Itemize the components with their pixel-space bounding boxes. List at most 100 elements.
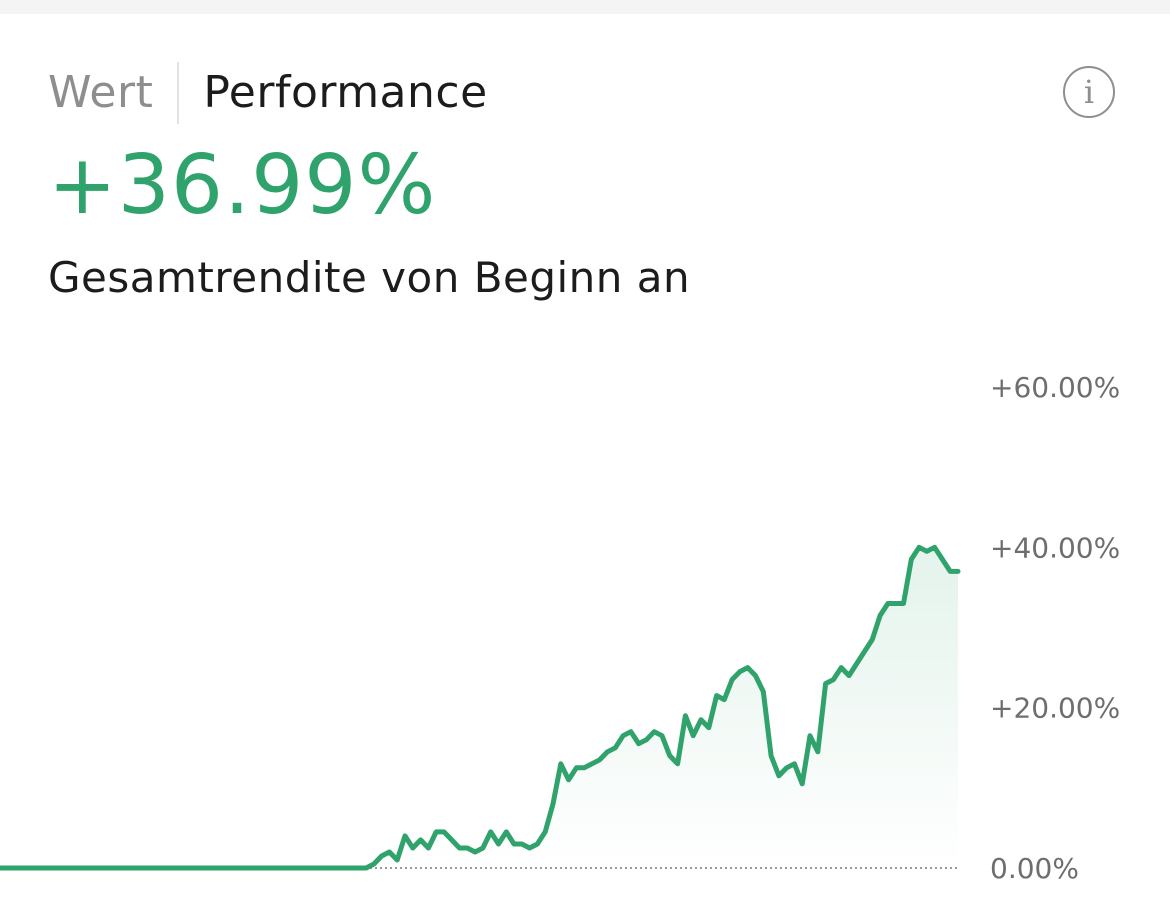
data-point — [60, 866, 64, 870]
data-point — [800, 782, 804, 786]
data-point — [917, 545, 921, 549]
data-point — [395, 858, 399, 862]
data-point — [567, 778, 571, 782]
data-point — [925, 549, 929, 553]
data-point — [21, 866, 25, 870]
data-point — [84, 866, 88, 870]
y-tick-label: +20.00% — [990, 692, 1120, 725]
data-point — [722, 698, 726, 702]
data-point — [785, 766, 789, 770]
view-tabs: Wert Performance — [48, 62, 488, 124]
data-point — [426, 846, 430, 850]
info-button[interactable]: i — [1063, 66, 1115, 118]
data-point — [232, 866, 236, 870]
info-icon: i — [1083, 73, 1095, 111]
data-point — [956, 569, 960, 573]
data-point — [68, 866, 72, 870]
data-point — [691, 734, 695, 738]
data-point — [481, 846, 485, 850]
data-point — [76, 866, 80, 870]
data-point — [162, 866, 166, 870]
data-point — [606, 750, 610, 754]
data-point — [341, 866, 345, 870]
y-tick-label: +60.00% — [990, 371, 1120, 404]
data-point — [504, 830, 508, 834]
data-point — [255, 866, 259, 870]
data-point — [333, 866, 337, 870]
data-point — [652, 730, 656, 734]
data-point — [193, 866, 197, 870]
data-point — [450, 838, 454, 842]
data-point — [434, 830, 438, 834]
data-point — [668, 754, 672, 758]
data-point — [239, 866, 243, 870]
y-tick-label: +40.00% — [990, 531, 1120, 564]
data-point — [543, 830, 547, 834]
data-point — [855, 662, 859, 666]
data-point — [715, 694, 719, 698]
data-point — [263, 866, 267, 870]
data-point — [92, 866, 96, 870]
data-point — [551, 802, 555, 806]
data-point — [154, 866, 158, 870]
data-point — [902, 602, 906, 606]
data-point — [699, 718, 703, 722]
data-point — [738, 670, 742, 674]
data-point — [387, 850, 391, 854]
data-point — [645, 738, 649, 742]
data-point — [520, 842, 524, 846]
data-point — [286, 866, 290, 870]
data-point — [676, 762, 680, 766]
data-point — [863, 650, 867, 654]
data-point — [909, 557, 913, 561]
performance-area — [0, 547, 958, 868]
data-point — [349, 866, 353, 870]
data-point — [528, 846, 532, 850]
data-point — [380, 854, 384, 858]
data-point — [707, 726, 711, 730]
total-return-value: +36.99% — [48, 138, 437, 233]
data-point — [730, 678, 734, 682]
data-point — [99, 866, 103, 870]
data-point — [14, 866, 18, 870]
data-point — [746, 666, 750, 670]
data-point — [621, 734, 625, 738]
tab-performance[interactable]: Performance — [203, 67, 488, 118]
data-point — [6, 866, 10, 870]
data-point — [769, 754, 773, 758]
data-point — [660, 734, 664, 738]
data-point — [224, 866, 228, 870]
data-point — [465, 846, 469, 850]
data-point — [185, 866, 189, 870]
data-point — [816, 750, 820, 754]
data-point — [489, 830, 493, 834]
data-point — [613, 746, 617, 750]
data-point — [169, 866, 173, 870]
data-point — [201, 866, 205, 870]
data-point — [138, 866, 142, 870]
data-point — [839, 666, 843, 670]
data-point — [683, 714, 687, 718]
total-return-label: Gesamtrendite von Beginn an — [48, 253, 691, 302]
data-point — [458, 846, 462, 850]
data-point — [216, 866, 220, 870]
data-point — [512, 842, 516, 846]
data-point — [364, 866, 368, 870]
data-point — [808, 734, 812, 738]
data-point — [107, 866, 111, 870]
data-point — [317, 866, 321, 870]
data-point — [419, 838, 423, 842]
data-point — [559, 762, 563, 766]
data-point — [870, 638, 874, 642]
data-point — [372, 862, 376, 866]
data-point — [629, 730, 633, 734]
data-point — [590, 762, 594, 766]
data-point — [761, 690, 765, 694]
data-point — [442, 830, 446, 834]
tab-wert[interactable]: Wert — [48, 67, 154, 118]
data-point — [278, 866, 282, 870]
data-point — [403, 834, 407, 838]
data-point — [535, 842, 539, 846]
data-point — [123, 866, 127, 870]
